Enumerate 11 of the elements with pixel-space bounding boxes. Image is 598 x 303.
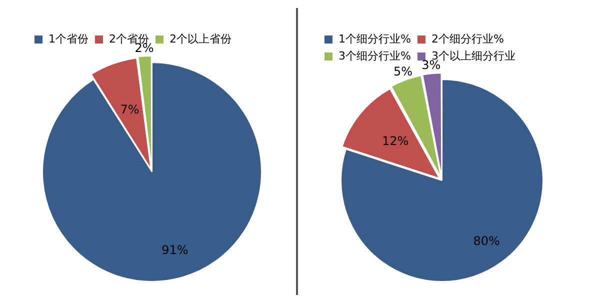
data-label: 7% [120,102,140,116]
data-label: 80% [473,234,500,248]
legend-label: 1个省份 [48,32,88,46]
legend-label: 3个细分行业% [338,49,411,62]
data-label: 91% [162,242,188,257]
legend-label: 1个细分行业% [338,32,411,46]
legend-label: 2个省份 [109,32,149,46]
legend-label: 2个细分行业% [431,32,504,46]
data-label: 12% [382,134,409,148]
legend-label: 2个以上省份 [169,32,232,46]
data-label: 5% [394,64,413,78]
